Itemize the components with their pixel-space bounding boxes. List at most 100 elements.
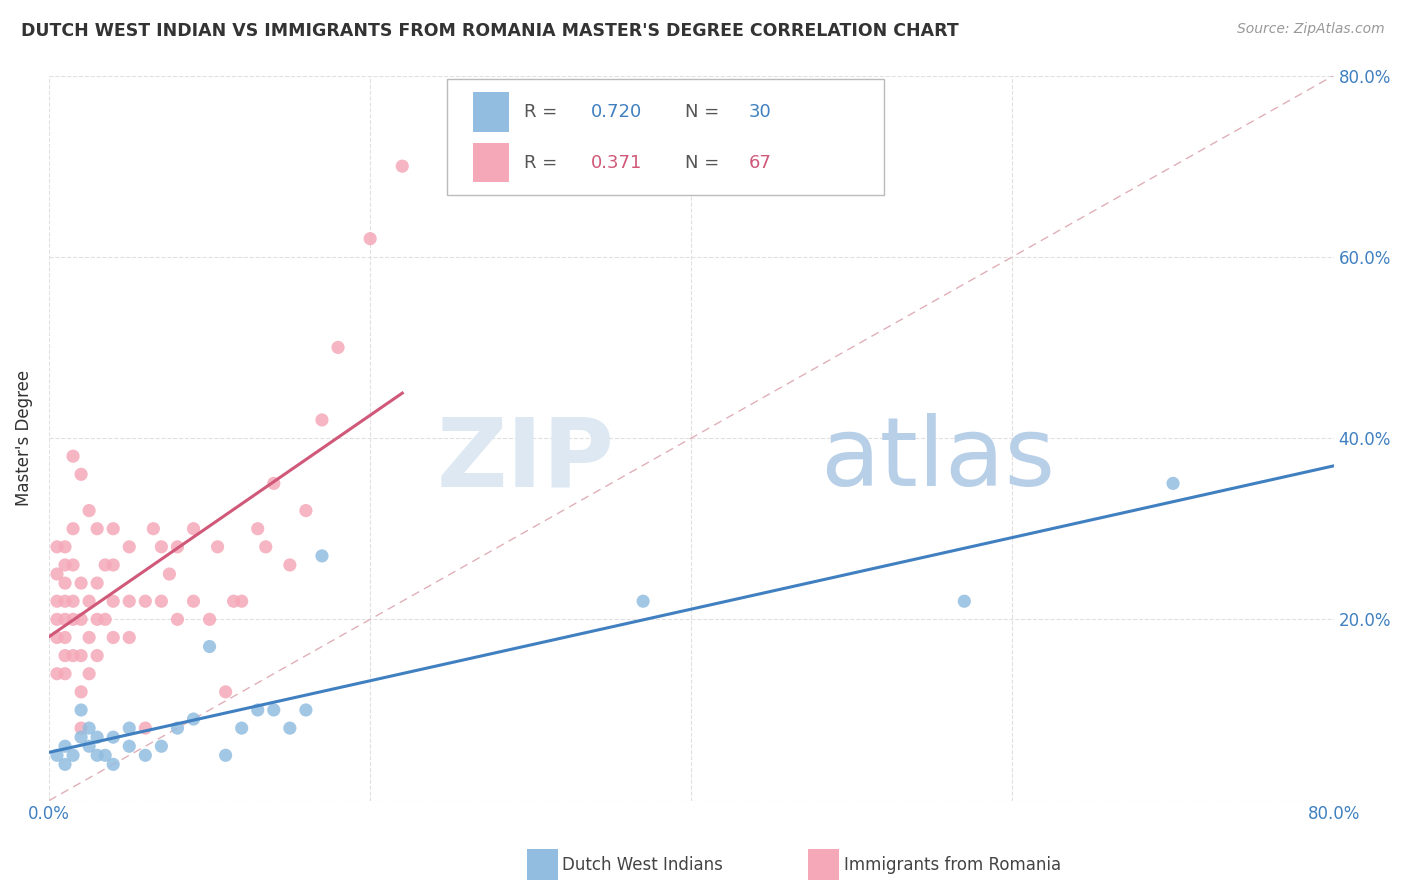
Point — [118, 721, 141, 735]
Point — [118, 594, 141, 608]
Point — [103, 631, 125, 645]
Point — [150, 540, 173, 554]
Point — [278, 558, 301, 572]
Point — [150, 739, 173, 754]
Text: DUTCH WEST INDIAN VS IMMIGRANTS FROM ROMANIA MASTER'S DEGREE CORRELATION CHART: DUTCH WEST INDIAN VS IMMIGRANTS FROM ROM… — [21, 22, 959, 40]
Point — [311, 413, 333, 427]
Point — [46, 666, 69, 681]
Point — [231, 721, 253, 735]
Point — [46, 631, 69, 645]
Point — [70, 703, 93, 717]
Point — [198, 612, 221, 626]
Point — [62, 558, 84, 572]
Bar — [472, 92, 509, 132]
Point — [183, 712, 205, 726]
Point — [77, 739, 100, 754]
Point — [183, 522, 205, 536]
Point — [77, 503, 100, 517]
Point — [183, 594, 205, 608]
Text: 0.371: 0.371 — [591, 153, 643, 171]
Point — [70, 648, 93, 663]
Point — [278, 721, 301, 735]
Text: N =: N = — [685, 103, 725, 120]
Point — [70, 576, 93, 591]
Point — [62, 648, 84, 663]
Point — [157, 567, 180, 582]
Text: Immigrants from Romania: Immigrants from Romania — [844, 856, 1060, 874]
Point — [953, 594, 976, 608]
Point — [86, 648, 108, 663]
Point — [86, 612, 108, 626]
Point — [62, 748, 84, 763]
Point — [134, 594, 156, 608]
Point — [46, 567, 69, 582]
Point — [53, 666, 76, 681]
Text: 30: 30 — [749, 103, 772, 120]
Point — [263, 476, 285, 491]
Point — [62, 594, 84, 608]
Point — [77, 594, 100, 608]
Point — [1161, 476, 1184, 491]
Point — [134, 721, 156, 735]
Point — [46, 540, 69, 554]
Point — [231, 594, 253, 608]
Point — [214, 748, 236, 763]
Point — [62, 612, 84, 626]
Point — [631, 594, 654, 608]
Point — [103, 522, 125, 536]
Point — [53, 757, 76, 772]
Point — [295, 703, 318, 717]
Point — [70, 467, 93, 482]
Point — [166, 721, 188, 735]
Point — [77, 666, 100, 681]
Point — [86, 576, 108, 591]
Point — [246, 703, 269, 717]
Point — [359, 232, 381, 246]
Point — [53, 558, 76, 572]
Point — [246, 522, 269, 536]
Point — [70, 685, 93, 699]
Point — [53, 594, 76, 608]
Text: atlas: atlas — [820, 413, 1054, 507]
Point — [118, 631, 141, 645]
Y-axis label: Master's Degree: Master's Degree — [15, 370, 32, 506]
Point — [207, 540, 229, 554]
Point — [103, 757, 125, 772]
Point — [166, 612, 188, 626]
Text: N =: N = — [685, 153, 725, 171]
Text: 67: 67 — [749, 153, 772, 171]
Point — [326, 340, 349, 354]
Point — [295, 503, 318, 517]
Point — [86, 748, 108, 763]
Text: 0.720: 0.720 — [591, 103, 643, 120]
Point — [391, 159, 413, 173]
Point — [70, 612, 93, 626]
Text: R =: R = — [524, 103, 564, 120]
Text: R =: R = — [524, 153, 564, 171]
Point — [94, 748, 117, 763]
Point — [70, 730, 93, 744]
Point — [166, 540, 188, 554]
Point — [77, 631, 100, 645]
Point — [103, 730, 125, 744]
Text: ZIP: ZIP — [436, 413, 614, 507]
Point — [142, 522, 165, 536]
Point — [94, 612, 117, 626]
Point — [150, 594, 173, 608]
Point — [46, 594, 69, 608]
Point — [46, 748, 69, 763]
Point — [118, 739, 141, 754]
Point — [62, 522, 84, 536]
Point — [263, 703, 285, 717]
Point — [254, 540, 277, 554]
Point — [86, 522, 108, 536]
Point — [311, 549, 333, 563]
Point — [53, 739, 76, 754]
Text: Dutch West Indians: Dutch West Indians — [562, 856, 723, 874]
FancyBboxPatch shape — [447, 79, 884, 195]
Point — [134, 748, 156, 763]
Point — [53, 612, 76, 626]
Point — [53, 576, 76, 591]
Point — [53, 631, 76, 645]
Bar — [472, 143, 509, 183]
